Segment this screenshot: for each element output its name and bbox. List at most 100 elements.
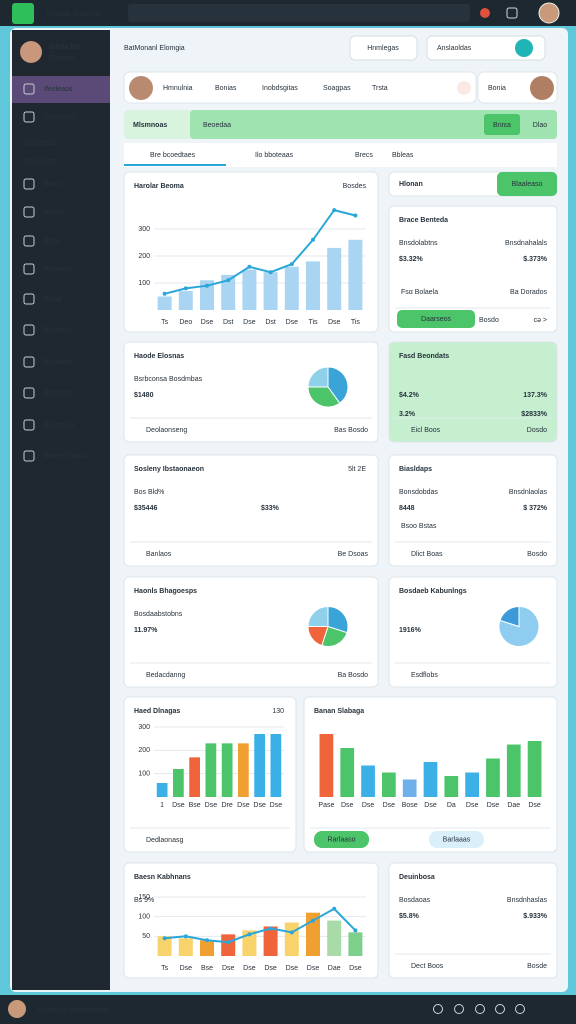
card-footer[interactable]: Dedlaonasg — [146, 837, 183, 844]
x-tick-label: Dse — [172, 802, 185, 809]
y-tick-label: 100 — [138, 280, 150, 287]
line-point — [268, 926, 273, 931]
menu-item[interactable]: Bolalaen — [44, 359, 71, 366]
card-footer[interactable]: Ba Bosdo — [338, 672, 368, 679]
bar — [156, 783, 168, 797]
line-point — [226, 278, 231, 283]
y-tick-label: 150 — [138, 894, 150, 901]
bottom-icon[interactable] — [475, 1004, 485, 1014]
card-sublabel: Fsα Bolaela — [401, 289, 438, 296]
card-title: Deuinbosa — [399, 874, 435, 881]
menu-item[interactable]: Boxprtiols — [44, 422, 75, 429]
header-button[interactable] — [349, 35, 418, 61]
card-title: Harolar Beoma — [134, 183, 184, 190]
card-footer[interactable]: Dlict Boas — [411, 551, 443, 558]
header-button-label[interactable]: Anslaoldas — [437, 45, 472, 52]
card-stat: 8448 — [399, 505, 415, 512]
bottom-icon[interactable] — [495, 1004, 505, 1014]
menu-item[interactable]: Ifeoleaos — [44, 86, 73, 93]
card-button[interactable] — [397, 310, 475, 328]
card-footer[interactable]: Esdflobs — [411, 672, 438, 679]
card-button[interactable] — [314, 831, 369, 848]
menu-item[interactable]: Srae Btae — [24, 140, 55, 147]
banner-button[interactable] — [484, 114, 520, 135]
card-footer[interactable]: Be Dsoas — [338, 551, 369, 558]
profile-item[interactable]: Bonias — [215, 85, 237, 92]
card-button-label[interactable]: Barlaaas — [443, 836, 471, 843]
banner-button-label[interactable]: Dlao — [533, 122, 548, 129]
card-button-label[interactable]: Daarseos — [421, 316, 451, 323]
menu-item[interactable]: Bolstaolo — [44, 266, 73, 273]
tab[interactable]: Ilo bboteaas — [255, 152, 294, 159]
card-title: Banan Slabaga — [314, 708, 364, 715]
bar — [254, 734, 265, 797]
card-title: Biasldaps — [399, 466, 432, 473]
card-button-label[interactable]: Blaaleaso — [512, 181, 543, 188]
pie-slice — [327, 605, 349, 634]
card-footer[interactable]: Banlaos — [146, 551, 172, 558]
menu-item[interactable]: Bnrdlalas — [44, 390, 74, 397]
sidebar-user-name: Sinda fno — [49, 44, 81, 51]
user-avatar[interactable] — [538, 2, 560, 24]
menu-item[interactable]: Bolanl — [44, 209, 64, 216]
profile-item[interactable]: Inobdsgitas — [262, 85, 298, 92]
calendar-icon[interactable] — [506, 7, 518, 19]
tab[interactable]: Brecs — [355, 152, 373, 159]
header-button[interactable] — [426, 35, 546, 61]
menu-icon — [23, 450, 35, 462]
card-stat: $ 372% — [523, 505, 548, 512]
header-action-icon[interactable] — [515, 39, 533, 57]
profile-avatar — [129, 76, 153, 100]
pie-slice — [499, 605, 520, 628]
bar — [506, 744, 521, 797]
card-title: Brace Benteda — [399, 217, 448, 224]
card-button[interactable] — [429, 831, 484, 848]
card-label: Bsrbconsa Bosdmbas — [134, 376, 203, 383]
tab[interactable]: Bbleas — [392, 152, 414, 159]
banner-button-label[interactable]: Bnrεa — [493, 122, 511, 129]
banner-label: Beoedaa — [203, 122, 231, 129]
profile-item[interactable]: Trsta — [372, 85, 388, 92]
card-button-label[interactable]: Rarlaaso — [327, 836, 355, 843]
card-title: Bosdaeb Kabunlngs — [399, 588, 467, 595]
menu-item[interactable]: Bnsal — [44, 296, 62, 303]
menu-item[interactable]: Daa Elaπs — [24, 158, 58, 165]
card-footer[interactable]: Eicl Boos — [411, 427, 441, 434]
x-tick-label: Dse — [307, 965, 320, 972]
menu-item[interactable]: Bonne Dlaola — [44, 453, 86, 460]
x-tick-label: Dst — [265, 319, 276, 326]
search-box[interactable] — [128, 4, 470, 22]
card-footer[interactable]: Bas Bosdo — [334, 427, 368, 434]
menu-item[interactable]: Bone — [44, 238, 60, 245]
notification-icon[interactable] — [480, 8, 490, 18]
menu-item[interactable]: Bolaopgs — [44, 327, 74, 334]
line-point — [353, 213, 358, 218]
card-footer[interactable]: Dosdo — [527, 427, 547, 434]
card-stat: $33% — [261, 505, 280, 512]
card-footer[interactable]: cǝ > — [534, 317, 547, 324]
card-button[interactable] — [497, 172, 557, 196]
bar — [284, 266, 299, 310]
bottom-icon[interactable] — [454, 1004, 464, 1014]
card-footer[interactable]: Bosdo — [479, 317, 499, 324]
bar — [238, 743, 249, 797]
card-footer[interactable]: Bosde — [527, 963, 547, 970]
bar — [157, 936, 172, 956]
bar — [200, 280, 214, 310]
line-point — [183, 286, 188, 291]
card-footer[interactable]: Dect Boos — [411, 963, 444, 970]
profile-item[interactable]: Hmnulnia — [163, 85, 193, 92]
bottom-icon[interactable] — [515, 1004, 525, 1014]
menu-item[interactable]: Dnobrtaos — [44, 114, 77, 121]
card-footer[interactable]: Deolaonseng — [146, 427, 187, 434]
tab[interactable]: Bre bcoedtaes — [150, 152, 196, 159]
bar — [178, 938, 193, 956]
header-button-label[interactable]: Hnmlegas — [367, 45, 399, 52]
card-footer[interactable]: Bedacdanng — [146, 672, 185, 679]
menu-item[interactable]: Boxm — [44, 181, 62, 188]
menu-icon — [23, 178, 35, 190]
menu-icon — [23, 235, 35, 247]
card-footer[interactable]: Bosdo — [527, 551, 547, 558]
profile-item[interactable]: Soagpas — [323, 85, 351, 92]
bottom-icon[interactable] — [433, 1004, 443, 1014]
